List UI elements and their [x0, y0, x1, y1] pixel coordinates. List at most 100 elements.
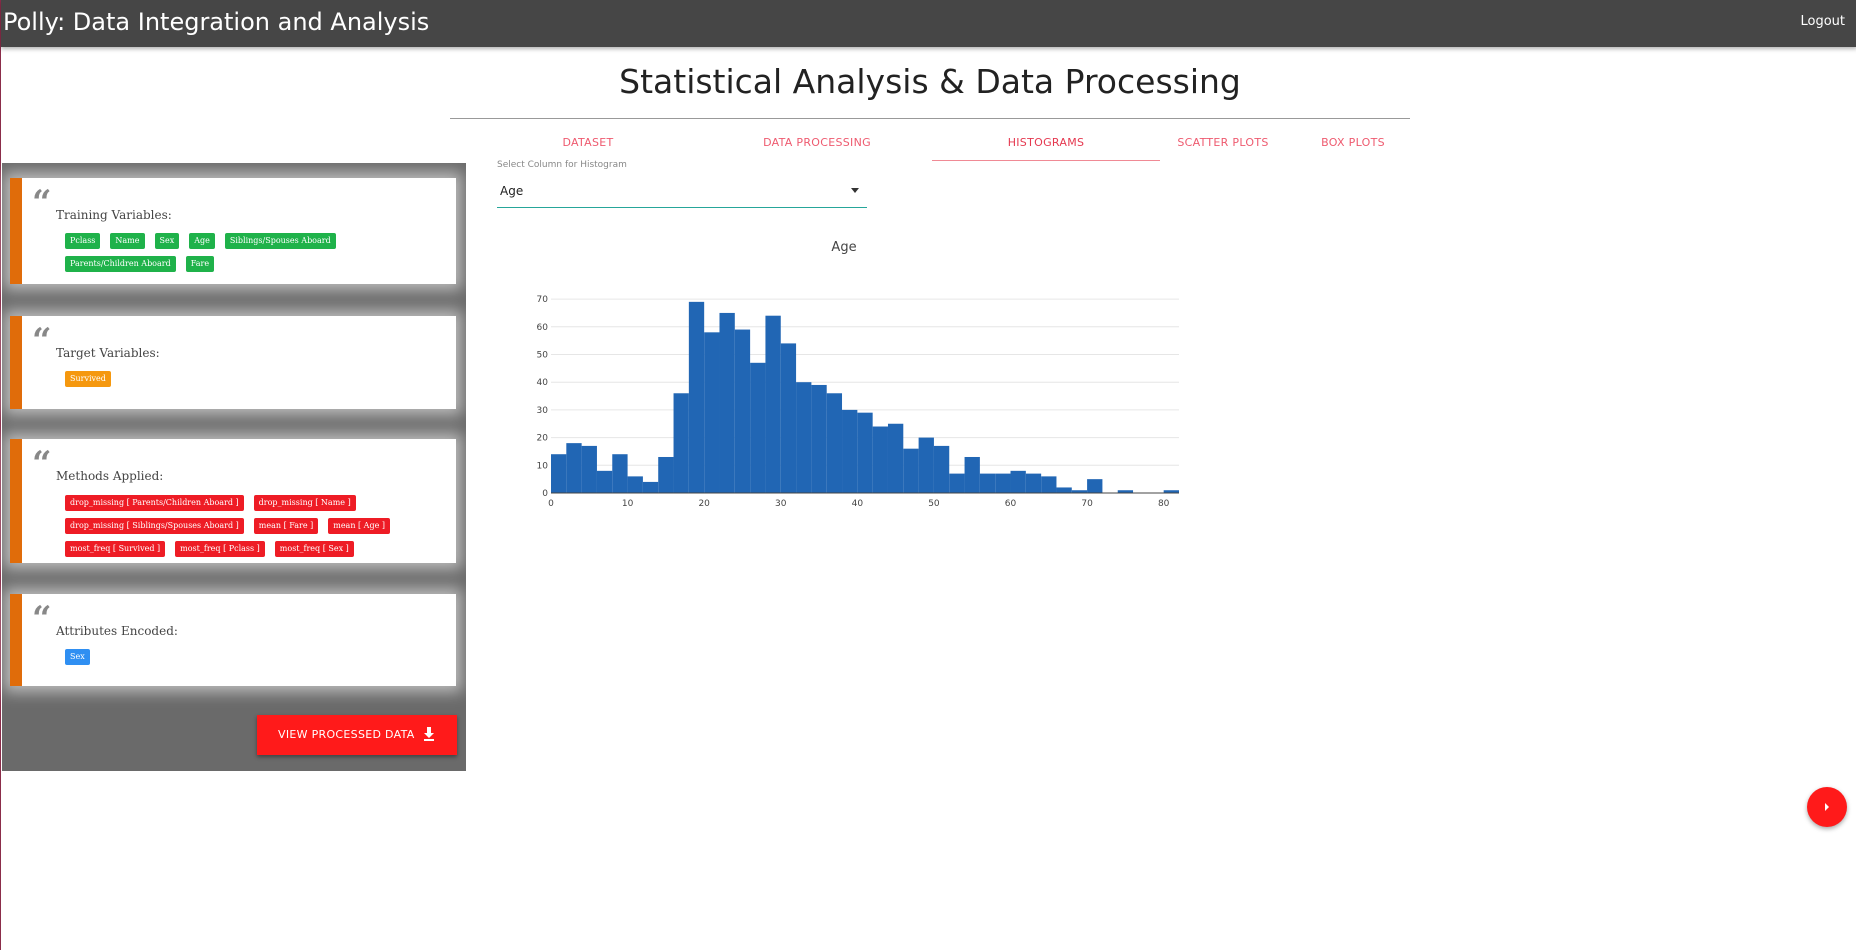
- tab-scatter-plots[interactable]: SCATTER PLOTS: [1177, 136, 1269, 149]
- histogram-bar[interactable]: [658, 456, 674, 493]
- variable-tag: Name: [110, 233, 145, 249]
- histogram-bar[interactable]: [1163, 490, 1179, 493]
- title-divider: [450, 118, 1410, 119]
- histogram-bar[interactable]: [949, 473, 965, 493]
- x-tick-label: 80: [1158, 499, 1170, 509]
- variable-tag: drop_missing [ Parents/Children Aboard ]: [65, 495, 244, 511]
- select-underline: [497, 207, 867, 208]
- histogram-bar[interactable]: [918, 437, 934, 493]
- x-tick-label: 20: [698, 499, 710, 509]
- histogram-bar[interactable]: [1117, 490, 1134, 493]
- card-title: Attributes Encoded:: [56, 624, 178, 638]
- variable-tag: Sex: [154, 233, 180, 249]
- chart-title: Age: [831, 240, 856, 255]
- variable-tag: mean [ Fare ]: [253, 518, 319, 534]
- variable-tag: most_freq [ Pclass ]: [175, 541, 265, 557]
- histogram-bar[interactable]: [673, 393, 689, 493]
- histogram-bar[interactable]: [627, 476, 643, 493]
- histogram-bar[interactable]: [551, 454, 567, 493]
- histogram-column-select[interactable]: Select Column for Histogram Age: [497, 160, 867, 210]
- histogram-bar[interactable]: [581, 445, 597, 493]
- variable-tag: Survived: [65, 371, 111, 387]
- view-processed-data-button[interactable]: VIEW PROCESSED DATA: [257, 715, 457, 755]
- histogram-bar[interactable]: [688, 301, 705, 493]
- variable-tag: Sex: [65, 649, 90, 665]
- select-value: Age: [500, 184, 524, 198]
- histogram-bar[interactable]: [811, 384, 827, 493]
- histogram-bar[interactable]: [1087, 479, 1103, 493]
- histogram-bar[interactable]: [704, 332, 720, 493]
- tab-dataset[interactable]: DATASET: [562, 136, 614, 149]
- histogram-bar[interactable]: [857, 412, 873, 493]
- tag-list: drop_missing [ Parents/Children Aboard ]…: [65, 490, 445, 559]
- histogram-svg: Age 0 10 20 30 40 50 60 70 0 10 20 30 40 50 60 70 80: [537, 240, 1179, 509]
- x-tick-label: 10: [622, 499, 634, 509]
- histogram-bar[interactable]: [1041, 476, 1057, 493]
- histogram-bar[interactable]: [796, 382, 812, 493]
- next-fab-button[interactable]: [1807, 787, 1847, 827]
- app-title: Polly: Data Integration and Analysis: [3, 8, 430, 36]
- variable-tag: Fare: [185, 256, 215, 272]
- card-title: Methods Applied:: [56, 469, 164, 483]
- chevron-right-icon: [1825, 803, 1829, 811]
- histogram-bar[interactable]: [780, 343, 797, 493]
- x-tick-label: 40: [852, 499, 864, 509]
- histogram-bar[interactable]: [1025, 473, 1042, 493]
- histogram-bar[interactable]: [596, 470, 613, 493]
- training-variables-card: “ Training Variables: Pclass Name Sex Age Si…: [10, 178, 456, 284]
- histogram-bar[interactable]: [872, 426, 888, 493]
- quote-icon: “: [32, 183, 52, 223]
- histogram-bar[interactable]: [719, 312, 735, 493]
- histogram-bar[interactable]: [995, 473, 1011, 493]
- variable-tag: mean [ Age ]: [328, 518, 390, 534]
- histogram-bar[interactable]: [765, 315, 781, 493]
- histogram-bar[interactable]: [842, 409, 858, 493]
- histogram-bar[interactable]: [903, 448, 919, 493]
- x-tick-label: 70: [1081, 499, 1093, 509]
- download-icon: [424, 727, 434, 741]
- target-variables-card: “ Target Variables: Survived: [10, 316, 456, 409]
- histogram-bar[interactable]: [734, 329, 751, 493]
- attributes-encoded-card: “ Attributes Encoded: Sex: [10, 594, 456, 686]
- tab-data-processing[interactable]: DATA PROCESSING: [763, 136, 871, 149]
- y-tick-label: 50: [537, 350, 549, 360]
- page-title: Statistical Analysis & Data Processing: [619, 62, 1241, 101]
- y-tick-label: 30: [537, 406, 549, 416]
- y-tick-label: 20: [537, 434, 549, 444]
- variable-tag: drop_missing [ Siblings/Spouses Aboard ]: [65, 518, 244, 534]
- tab-box-plots[interactable]: BOX PLOTS: [1321, 136, 1385, 149]
- histogram-bar[interactable]: [933, 445, 950, 493]
- view-processed-data-label: VIEW PROCESSED DATA: [278, 728, 415, 741]
- y-tick-label: 60: [537, 323, 549, 333]
- histogram-bar[interactable]: [964, 456, 980, 493]
- histogram-chart: Age 0 10 20 30 40 50 60 70 0 10 20 30 40 50 60 70 80: [501, 228, 1181, 518]
- variable-tag: most_freq [ Survived ]: [65, 541, 166, 557]
- y-tick-label: 0: [542, 489, 548, 499]
- histogram-bar[interactable]: [750, 362, 766, 493]
- y-tick-label: 40: [537, 378, 549, 388]
- x-tick-label: 0: [548, 499, 554, 509]
- y-tick-label: 70: [537, 295, 549, 305]
- processing-summary-sidebar: “ Training Variables: Pclass Name Sex Age Si…: [2, 163, 466, 771]
- methods-applied-card: “ Methods Applied: drop_missing [ Parent…: [10, 439, 456, 563]
- logout-button[interactable]: Logout: [1800, 14, 1845, 29]
- histogram-bar[interactable]: [566, 443, 582, 493]
- histogram-bar[interactable]: [642, 481, 659, 493]
- histogram-bar[interactable]: [1010, 470, 1026, 493]
- histogram-bar[interactable]: [826, 393, 843, 493]
- histogram-bar[interactable]: [979, 473, 996, 493]
- tag-list: Pclass Name Sex Age Siblings/Spouses Aboard P…: [65, 228, 445, 274]
- tag-list: Survived: [65, 366, 445, 389]
- histogram-bar[interactable]: [887, 423, 904, 493]
- variable-tag: Age: [189, 233, 215, 249]
- variable-tag: most_freq [ Sex ]: [274, 541, 354, 557]
- card-title: Training Variables:: [56, 208, 172, 222]
- x-tick-label: 30: [775, 499, 787, 509]
- variable-tag: drop_missing [ Name ]: [253, 495, 356, 511]
- tab-histograms[interactable]: HISTOGRAMS: [932, 128, 1160, 161]
- histogram-bar[interactable]: [612, 454, 628, 493]
- histogram-bar[interactable]: [1071, 490, 1088, 493]
- x-tick-label: 60: [1005, 499, 1017, 509]
- histogram-bar[interactable]: [1056, 487, 1072, 493]
- tab-bar: DATASET DATA PROCESSING HISTOGRAMS SCATT…: [495, 128, 1415, 162]
